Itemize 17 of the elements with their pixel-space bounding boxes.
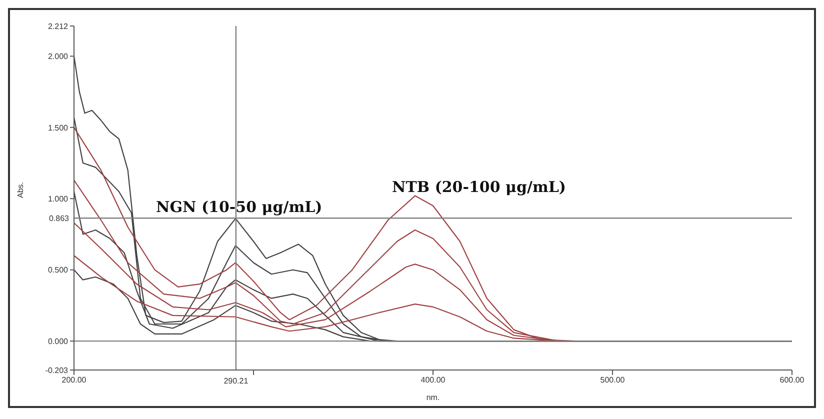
ref-line-label: 290.21 [224, 376, 249, 386]
x-tick-label: 600.00 [780, 376, 805, 385]
x-tick-label: 500.00 [600, 376, 626, 385]
y-tick-label: -0.203 [45, 366, 69, 375]
y-tick-label: 0.000 [48, 336, 69, 346]
y-axis-title: Abs. [16, 182, 25, 198]
y-tick-label: 1.000 [48, 194, 69, 204]
x-axis-title: nm. [426, 393, 440, 402]
annotation: NGN (10-50 μg/mL) [156, 198, 322, 216]
y-tick-label: 1.500 [48, 123, 69, 132]
y-tick-label: 2.212 [48, 22, 69, 31]
y-tick-label: 2.000 [48, 52, 69, 62]
annotation: NTB (20-100 μg/mL) [392, 178, 566, 196]
ref-line-label: 0.863 [48, 214, 70, 223]
x-tick-label: 400.00 [420, 376, 446, 385]
y-tick-label: 0.500 [48, 266, 69, 275]
x-tick-label: 200.00 [62, 376, 87, 385]
